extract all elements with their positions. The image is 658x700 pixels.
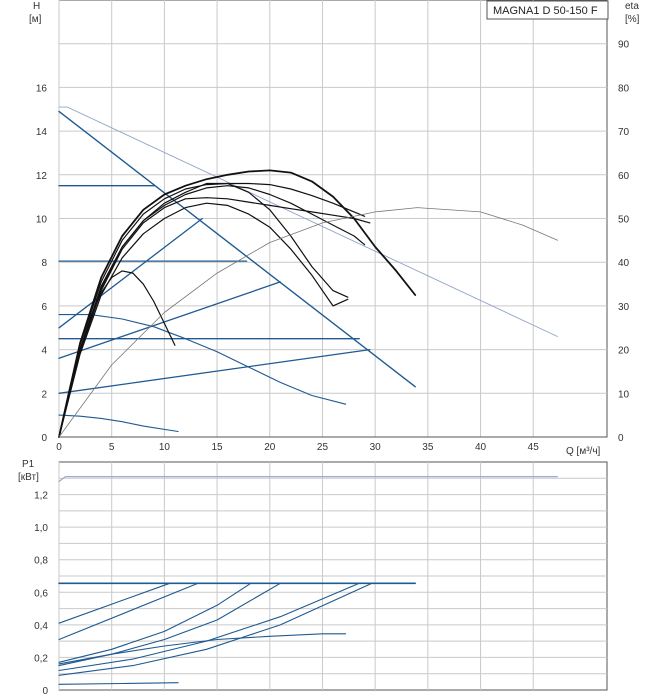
power-curve [58, 633, 347, 665]
y-tick-label: 2 [41, 389, 47, 400]
head-axis-label-line1: H [33, 1, 40, 12]
eta-tick-label: 10 [618, 389, 630, 400]
system-line [58, 281, 281, 359]
head-series-group [58, 106, 558, 438]
model-label: MAGNA1 D 50-150 F [493, 5, 598, 17]
x-tick-label: 30 [370, 442, 382, 453]
power-curve [58, 582, 252, 663]
x-tick-label: 25 [317, 442, 329, 453]
system-line [58, 106, 558, 337]
power-tick-label: 1,2 [34, 491, 48, 502]
pump-curve [58, 197, 371, 438]
eta-tick-label: 60 [618, 171, 630, 182]
power-axis-label-line1: P1 [22, 459, 35, 470]
power-axis-label-line2: [кВт] [18, 472, 39, 483]
x-tick-label: 5 [109, 442, 115, 453]
system-line [58, 110, 416, 388]
flow-axis-label: Q [м³/ч] [566, 446, 601, 457]
eta-tick-label: 70 [618, 127, 630, 138]
efficiency-axis-label-line2: [%] [625, 14, 640, 25]
y-tick-label: 8 [41, 258, 47, 269]
power-curve [58, 582, 171, 624]
y-tick-label: 10 [36, 215, 48, 226]
x-tick-label: 35 [422, 442, 434, 453]
power-curve [58, 582, 199, 641]
x-tick-label: 0 [56, 442, 62, 453]
eta-tick-label: 40 [618, 258, 630, 269]
power-curve [58, 682, 179, 685]
efficiency-axis-label: eta [%] [625, 1, 640, 25]
power-tick-label: 0,2 [34, 653, 48, 664]
system-line [58, 348, 371, 394]
power-curve [58, 476, 559, 483]
x-tick-label: 15 [212, 442, 224, 453]
power-series-group [58, 476, 559, 685]
x-tick-label: 40 [475, 442, 487, 453]
head-grid [58, 0, 608, 438]
x-tick-label: 20 [264, 442, 276, 453]
eta-tick-label: 80 [618, 83, 630, 94]
efficiency-axis-label-line1: eta [625, 1, 639, 12]
pump-curve [58, 169, 417, 438]
power-tick-label: 0 [42, 686, 48, 697]
y-tick-label: 16 [36, 83, 48, 94]
pump-curve [58, 202, 349, 438]
eta-tick-label: 50 [618, 215, 630, 226]
power-tick-label: 0,6 [34, 588, 48, 599]
y-tick-label: 14 [36, 127, 48, 138]
eta-tick-label: 0 [618, 433, 624, 444]
system-line [58, 314, 347, 405]
y-tick-label: 4 [41, 346, 47, 357]
y-tick-label: 6 [41, 302, 47, 313]
power-tick-label: 1,0 [34, 523, 48, 534]
model-label-box: MAGNA1 D 50-150 F [486, 0, 609, 20]
eta-tick-label: 20 [618, 346, 630, 357]
power-grid [58, 461, 608, 691]
x-tick-label: 45 [528, 442, 540, 453]
head-tick-labels: 0 5 10 15 20 25 30 35 40 45 0 2 4 6 8 10 12 14 16 0 10 20 30 40… [36, 40, 630, 453]
eta-tick-label: 90 [618, 40, 630, 51]
y-tick-label: 0 [41, 433, 47, 444]
eta-tick-label: 30 [618, 302, 630, 313]
power-curve [58, 582, 281, 667]
power-tick-label: 0,8 [34, 556, 48, 567]
x-tick-label: 10 [159, 442, 171, 453]
model-label-frame [486, 0, 609, 20]
power-curve [58, 582, 373, 676]
power-tick-labels: 0 0,2 0,4 0,6 0,8 1,0 1,2 [34, 491, 48, 697]
pump-curve [58, 182, 349, 438]
power-axis-label: P1 [кВт] [18, 459, 39, 483]
efficiency-curve [58, 207, 558, 438]
power-tick-label: 0,4 [34, 621, 48, 632]
y-tick-label: 12 [36, 171, 48, 182]
head-axis-label-line2: [м] [29, 14, 42, 25]
system-line [58, 414, 179, 433]
head-axis-label: H [м] [29, 1, 42, 25]
